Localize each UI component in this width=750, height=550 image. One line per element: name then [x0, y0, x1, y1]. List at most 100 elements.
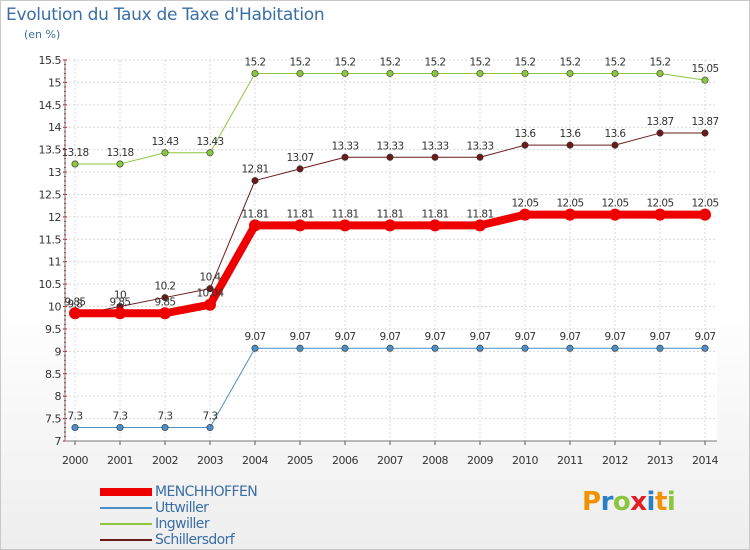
data-point [566, 344, 574, 352]
data-label: 12.05 [556, 198, 583, 210]
data-label: 15.2 [515, 56, 536, 68]
data-point [656, 69, 664, 77]
chart-title: Evolution du Taux de Taxe d'Habitation [6, 5, 325, 25]
legend-item[interactable]: Schillersdorf [100, 532, 360, 548]
data-point [566, 69, 574, 77]
data-point [431, 344, 439, 352]
data-label: 15.2 [380, 56, 401, 68]
x-tick-label: 2003 [197, 454, 223, 467]
data-label: 15.2 [605, 56, 626, 68]
data-label: 15.05 [691, 63, 718, 75]
x-tick-label: 2006 [332, 454, 358, 467]
data-point [296, 69, 304, 77]
data-point [296, 344, 304, 352]
data-label: 13.43 [196, 136, 223, 148]
y-tick-label: 11 [48, 256, 61, 269]
data-point [656, 344, 664, 352]
data-label: 9.8 [68, 298, 83, 310]
data-label: 9.07 [650, 331, 671, 343]
data-label: 12.05 [691, 198, 718, 210]
data-label: 15.2 [470, 56, 491, 68]
data-label: 10 [114, 290, 126, 302]
x-tick-label: 2011 [557, 454, 583, 467]
y-tick-label: 12 [48, 211, 61, 224]
logo-letter: r [600, 487, 614, 517]
data-point [341, 344, 349, 352]
data-label: 13.33 [376, 140, 403, 152]
data-point [476, 153, 484, 161]
data-label: 9.85 [65, 296, 86, 308]
x-tick-label: 2002 [152, 454, 178, 467]
data-label: 12.81 [241, 164, 268, 176]
data-point [341, 153, 349, 161]
data-point [206, 285, 214, 293]
data-point [71, 424, 79, 432]
y-tick-label: 10.5 [39, 278, 62, 291]
x-tick-label: 2005 [287, 454, 313, 467]
data-point [476, 69, 484, 77]
legend-swatch [100, 488, 152, 496]
legend-item[interactable]: MENCHHOFFEN [100, 484, 360, 500]
data-point [204, 298, 216, 311]
data-label: 7.3 [68, 411, 83, 423]
data-label: 15.2 [560, 56, 581, 68]
y-tick-label: 15 [48, 76, 61, 89]
data-point [656, 129, 664, 137]
data-label: 13.33 [331, 140, 358, 152]
legend-item[interactable]: Ingwiller [100, 516, 360, 532]
legend-label: Ingwiller [155, 516, 210, 532]
data-label: 13.07 [286, 152, 313, 164]
data-label: 13.43 [151, 136, 178, 148]
data-point [341, 69, 349, 77]
data-label: 9.07 [470, 331, 491, 343]
data-point [431, 69, 439, 77]
data-label: 9.07 [605, 331, 626, 343]
legend-swatch [100, 507, 152, 509]
legend-label: MENCHHOFFEN [155, 484, 258, 500]
data-label: 11.81 [241, 208, 268, 220]
data-point [294, 219, 306, 232]
legend-label: Schillersdorf [155, 532, 235, 548]
legend-item[interactable]: Uttwiller [100, 500, 360, 516]
data-point [701, 76, 709, 84]
y-tick-label: 8 [55, 390, 62, 403]
x-tick-label: 2014 [692, 454, 718, 467]
logo-letter: x [630, 487, 647, 517]
data-label: 9.85 [155, 296, 176, 308]
y-tick-label: 7.5 [45, 413, 61, 426]
data-point [519, 208, 531, 221]
data-point [114, 307, 126, 320]
y-tick-label: 12.5 [39, 188, 62, 201]
data-point [159, 307, 171, 320]
data-point [69, 307, 81, 320]
data-label: 15.2 [335, 56, 356, 68]
data-label: 12.05 [511, 198, 538, 210]
data-point [206, 424, 214, 432]
data-point [386, 153, 394, 161]
data-label: 11.81 [376, 208, 403, 220]
chart-subtitle: (en %) [24, 28, 61, 41]
y-tick-label: 8.5 [45, 368, 61, 381]
y-tick-label: 10 [48, 301, 61, 314]
x-tick-label: 2001 [107, 454, 133, 467]
data-label: 9.07 [515, 331, 536, 343]
y-tick-label: 13.5 [39, 144, 62, 157]
data-label: 12.05 [601, 198, 628, 210]
data-point [566, 141, 574, 149]
data-label: 15.2 [650, 56, 671, 68]
legend-label: Uttwiller [155, 500, 209, 516]
data-label: 9.07 [695, 331, 716, 343]
data-label: 9.85 [110, 296, 131, 308]
x-tick-label: 2008 [422, 454, 448, 467]
data-label: 13.87 [691, 116, 718, 128]
data-label: 7.3 [113, 411, 128, 423]
data-label: 13.18 [106, 147, 133, 159]
data-point [611, 344, 619, 352]
x-tick-label: 2000 [62, 454, 88, 467]
y-tick-label: 9 [55, 345, 62, 358]
data-point [339, 219, 351, 232]
proxiti-logo[interactable]: Proxiti [582, 487, 676, 517]
y-tick-label: 14 [48, 121, 61, 134]
data-label: 7.3 [158, 411, 173, 423]
